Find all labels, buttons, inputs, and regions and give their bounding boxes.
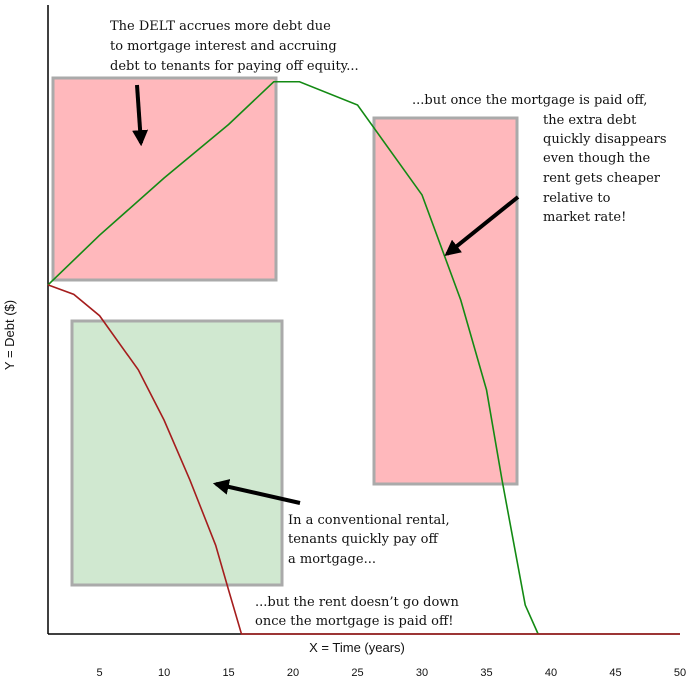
annotation: ...but the rent doesn’t go down [255, 595, 459, 610]
annotation: debt to tenants for paying off equity... [110, 59, 359, 74]
highlight-box [70, 319, 284, 587]
x-tick-label: 15 [222, 667, 234, 679]
annotation: a mortgage... [288, 552, 376, 567]
x-tick-label: 35 [480, 667, 492, 679]
annotation: rent gets cheaper [543, 171, 661, 186]
x-tick-label: 10 [158, 667, 170, 679]
x-axis-label: X = Time (years) [309, 640, 405, 655]
annotation: tenants quickly pay off [288, 532, 439, 547]
annotation: once the mortgage is paid off! [255, 614, 453, 629]
highlight-box [51, 76, 278, 282]
annotation: the extra debt [543, 113, 637, 128]
annotation: The DELT accrues more debt due [110, 19, 331, 34]
highlight-box [372, 116, 519, 486]
x-tick-label: 45 [609, 667, 621, 679]
annotation: In a conventional rental, [288, 513, 450, 528]
annotation: ...but once the mortgage is paid off, [412, 93, 647, 108]
x-tick-label: 50 [674, 667, 686, 679]
arrow [444, 195, 520, 257]
annotation: market rate! [543, 210, 626, 225]
x-tick-label: 5 [97, 667, 103, 679]
annotation: to mortgage interest and accruing [110, 39, 337, 54]
annotation: relative to [543, 191, 611, 206]
x-tick-label: 25 [351, 667, 363, 679]
series-group [47, 80, 680, 635]
annotation: even though the [543, 151, 650, 166]
annotation: quickly disappears [543, 132, 667, 147]
arrow [132, 84, 149, 147]
series-line [47, 80, 539, 635]
series-line [47, 284, 680, 635]
arrow [212, 479, 301, 505]
x-tick-label: 30 [416, 667, 428, 679]
y-axis-label: Y = Debt ($) [2, 300, 17, 370]
x-tick-label: 20 [287, 667, 299, 679]
x-tick-label: 40 [545, 667, 557, 679]
